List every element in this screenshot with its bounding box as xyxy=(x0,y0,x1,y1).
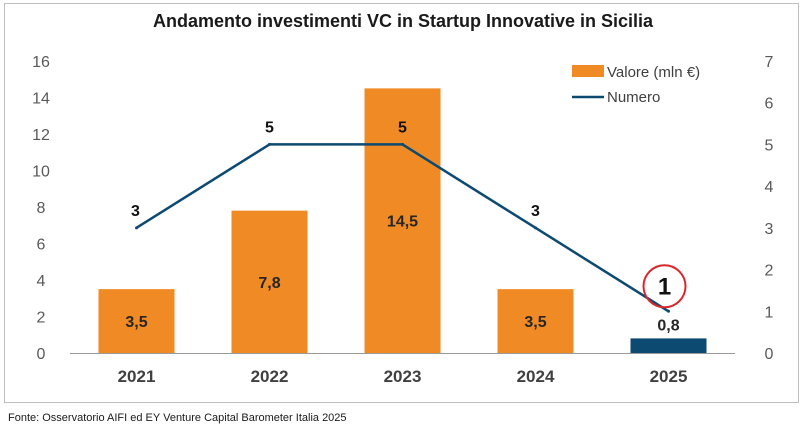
left-axis-tick-0: 0 xyxy=(37,346,46,363)
legend-line-label: Numero xyxy=(607,89,660,106)
numero-label-2025: 1 xyxy=(658,273,671,300)
numero-point-2024 xyxy=(534,226,537,230)
bar-2023 xyxy=(364,88,441,353)
right-axis-tick-2: 2 xyxy=(765,263,774,280)
x-tick-2021: 2021 xyxy=(118,367,156,386)
numero-point-2023 xyxy=(401,142,404,146)
left-axis-tick-2: 4 xyxy=(37,273,46,290)
x-tick-2025: 2025 xyxy=(650,367,688,386)
numero-label-2021: 3 xyxy=(131,203,140,220)
x-tick-2023: 2023 xyxy=(384,367,422,386)
bar-value-label-2021: 3,5 xyxy=(125,314,147,331)
source-note: Fonte: Osservatorio AIFI ed EY Venture C… xyxy=(8,412,347,424)
right-axis-tick-5: 5 xyxy=(765,137,774,154)
bar-value-label-2025: 0,8 xyxy=(657,317,679,334)
numero-point-2021 xyxy=(135,226,138,230)
highlight-circle xyxy=(642,264,687,309)
bar-value-label-2024: 3,5 xyxy=(524,314,546,331)
left-axis-tick-6: 12 xyxy=(32,127,50,144)
numero-label-2024: 3 xyxy=(531,203,540,220)
chart-canvas: Andamento investimenti VC in Startup Inn… xyxy=(32,11,774,386)
right-axis-tick-7: 7 xyxy=(765,54,774,71)
right-axis-tick-0: 0 xyxy=(765,346,774,363)
legend-bar-label: Valore (mln €) xyxy=(607,64,700,81)
left-axis-tick-3: 6 xyxy=(37,237,46,254)
left-axis-tick-8: 16 xyxy=(32,54,50,71)
bar-value-label-2023: 14,5 xyxy=(387,214,418,231)
left-axis: 0 2 4 6 8 10 12 14 16 xyxy=(32,54,50,363)
legend: Valore (mln €) Numero xyxy=(572,64,700,106)
chart-frame: Andamento investimenti VC in Startup Inn… xyxy=(4,3,799,403)
chart-title: Andamento investimenti VC in Startup Inn… xyxy=(153,11,654,31)
x-tick-2024: 2024 xyxy=(517,367,555,386)
right-axis: 0 1 2 3 4 5 6 7 xyxy=(765,54,774,363)
right-axis-tick-3: 3 xyxy=(765,221,774,238)
numero-label-2022: 5 xyxy=(265,119,274,136)
legend-bar-swatch xyxy=(572,65,604,77)
bar-2025 xyxy=(630,338,707,353)
numero-point-2025 xyxy=(667,309,670,313)
numero-point-2022 xyxy=(268,142,271,146)
left-axis-tick-1: 2 xyxy=(37,310,46,327)
line-series: 3 5 5 3 1 xyxy=(131,119,687,313)
bar-value-label-2022: 7,8 xyxy=(258,275,280,292)
x-axis: 2021 2022 2023 2024 2025 xyxy=(118,367,688,386)
bar-2022 xyxy=(231,210,308,353)
right-axis-tick-4: 4 xyxy=(765,179,774,196)
right-axis-tick-1: 1 xyxy=(765,304,774,321)
right-axis-tick-6: 6 xyxy=(765,96,774,113)
x-tick-2022: 2022 xyxy=(251,367,289,386)
numero-label-2023: 5 xyxy=(398,119,407,136)
bar-series: 3,5 7,8 14,5 3,5 0,8 xyxy=(98,88,707,353)
left-axis-tick-7: 14 xyxy=(32,91,50,108)
bar-2024 xyxy=(497,289,574,353)
bar-2021 xyxy=(98,289,175,353)
left-axis-tick-5: 10 xyxy=(32,164,50,181)
left-axis-tick-4: 8 xyxy=(37,200,46,217)
